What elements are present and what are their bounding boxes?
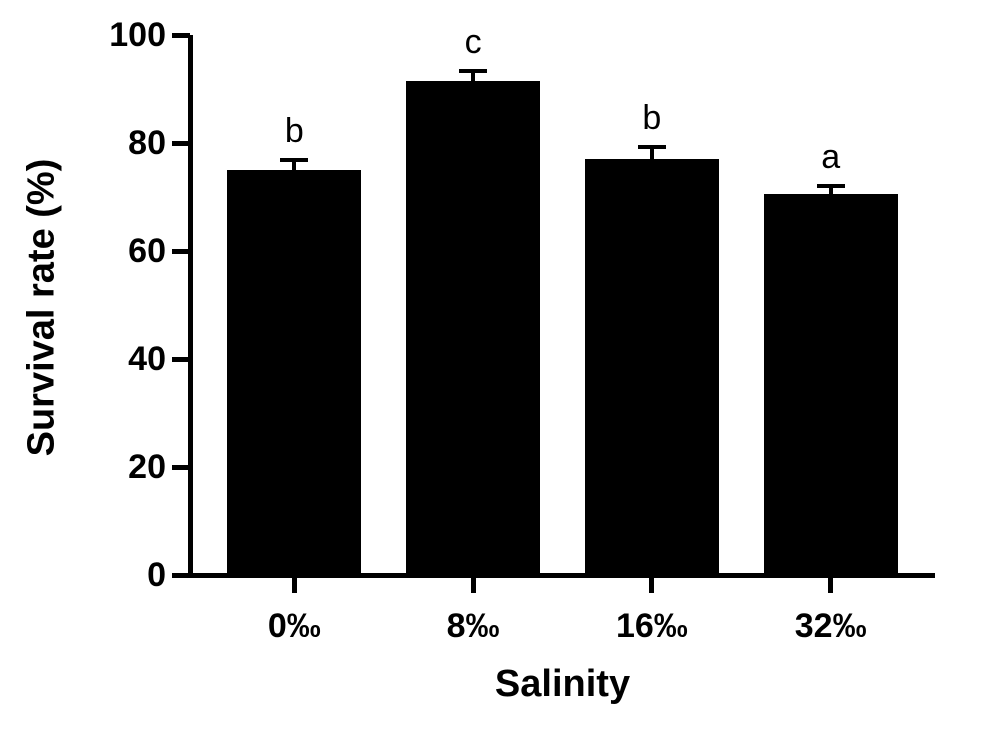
x-tick-label: 0‰	[214, 607, 374, 646]
error-bar-cap	[280, 158, 308, 162]
y-tick-label: 60	[76, 232, 166, 271]
x-tick-label: 32‰	[751, 607, 911, 646]
y-tick-label: 20	[76, 448, 166, 487]
significance-letter: b	[264, 112, 324, 151]
x-tick	[292, 575, 297, 593]
bar-chart: Survival rate (%) Salinity 0 20 40 60 80 100 b…	[0, 0, 1000, 737]
x-tick	[649, 575, 654, 593]
y-tick	[172, 357, 190, 362]
y-tick-label: 80	[76, 124, 166, 163]
y-tick-label: 100	[76, 16, 166, 55]
error-bar-cap	[817, 184, 845, 188]
error-bar-cap	[638, 145, 666, 149]
x-tick	[471, 575, 476, 593]
significance-letter: a	[801, 138, 861, 177]
error-bar-cap	[459, 69, 487, 73]
y-tick-label: 40	[76, 340, 166, 379]
y-axis-line	[188, 35, 193, 578]
y-axis-label: Survival rate (%)	[21, 38, 64, 578]
significance-letter: c	[443, 23, 503, 62]
bar	[227, 170, 361, 575]
y-tick-label: 0	[76, 556, 166, 595]
x-tick	[828, 575, 833, 593]
bar	[406, 81, 540, 575]
x-tick-label: 8‰	[393, 607, 553, 646]
bar	[585, 159, 719, 575]
bar	[764, 194, 898, 575]
y-tick	[172, 33, 190, 38]
significance-letter: b	[622, 99, 682, 138]
x-axis-label: Salinity	[190, 663, 935, 706]
y-tick	[172, 249, 190, 254]
y-tick	[172, 573, 190, 578]
y-tick	[172, 141, 190, 146]
y-tick	[172, 465, 190, 470]
x-tick-label: 16‰	[572, 607, 732, 646]
